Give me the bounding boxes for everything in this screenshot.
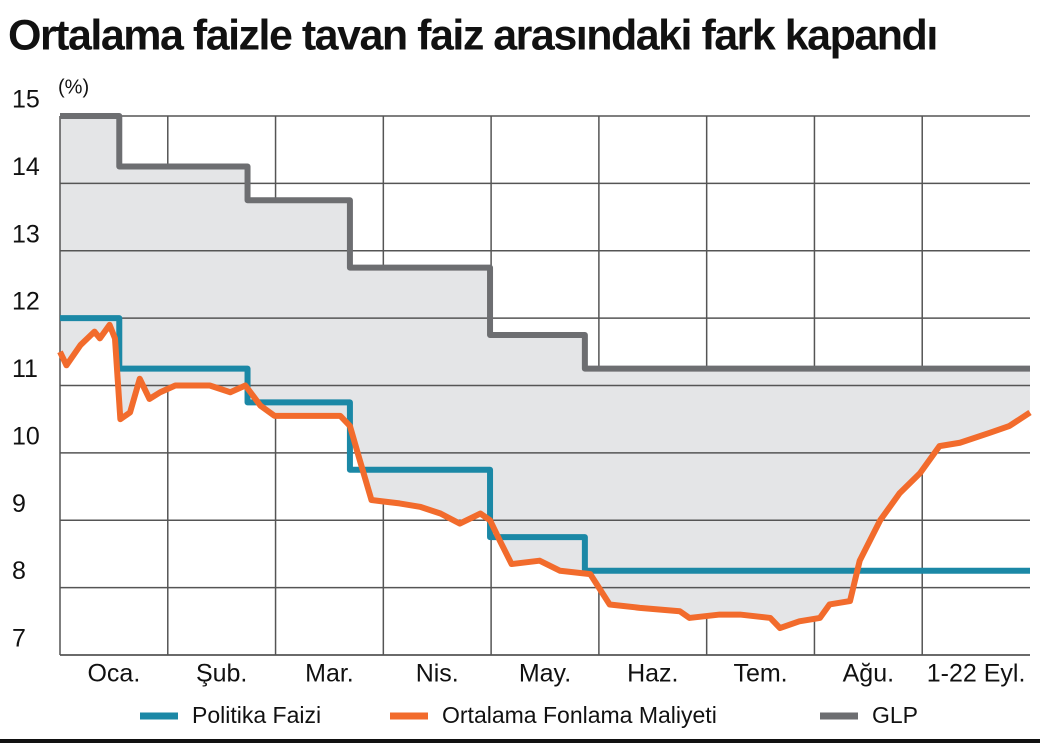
y-tick-label: 9 — [12, 490, 26, 518]
x-tick-label: Tem. — [733, 660, 787, 688]
y-tick-label: 15 — [12, 86, 40, 114]
x-tick-label: 1-22 Eyl. — [927, 660, 1026, 688]
series-line — [57, 321, 1032, 632]
x-tick-label: May. — [519, 660, 571, 688]
chart-title: Ortalama faizle tavan faiz arasındaki fa… — [8, 11, 937, 59]
x-tick-label: Mar. — [305, 660, 354, 688]
x-tick-label: Haz. — [627, 660, 678, 688]
legend-label: Ortalama Fonlama Maliyeti — [442, 702, 717, 728]
x-tick-label: Nis. — [416, 660, 459, 688]
y-tick-label: 11 — [12, 355, 38, 383]
y-unit: (%) — [58, 76, 89, 98]
x-tick-label: Ağu. — [843, 660, 894, 688]
legend-label: Politika Faizi — [192, 702, 321, 728]
y-tick-label: 13 — [12, 220, 40, 248]
y-tick-label: 10 — [12, 422, 40, 450]
y-tick-label: 12 — [12, 288, 40, 316]
legend-label: GLP — [872, 702, 918, 728]
y-tick-label: 7 — [12, 625, 26, 653]
x-tick-label: Şub. — [196, 660, 247, 688]
y-tick-label: 14 — [12, 153, 40, 181]
series-line — [60, 113, 1030, 372]
gap-area — [60, 116, 1030, 629]
y-tick-label: 8 — [12, 557, 26, 585]
x-tick-label: Oca. — [87, 660, 140, 688]
